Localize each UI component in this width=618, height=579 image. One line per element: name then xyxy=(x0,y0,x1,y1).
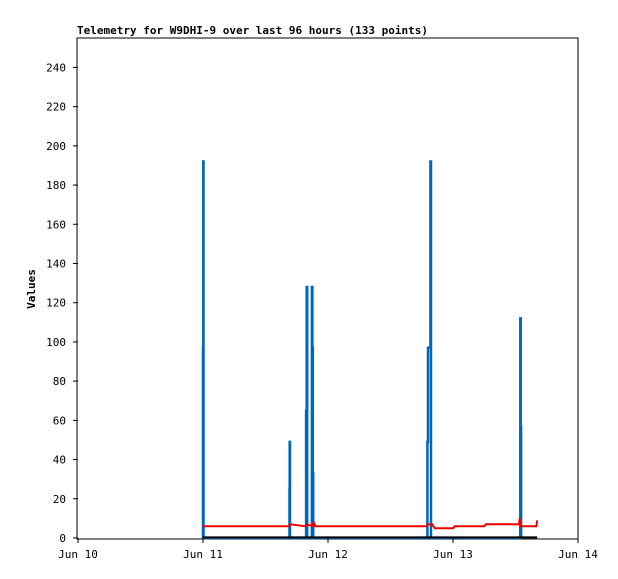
series-layer xyxy=(201,160,539,540)
y-tick-label: 0 xyxy=(59,532,66,545)
y-tick-label: 240 xyxy=(46,61,66,74)
x-tick-label: Jun 11 xyxy=(183,548,223,561)
x-tick-label: Jun 14 xyxy=(558,548,598,561)
x-tick-label: Jun 12 xyxy=(308,548,348,561)
y-tick-label: 180 xyxy=(46,179,66,192)
y-axis-label: Values xyxy=(25,269,38,309)
y-tick-label: 160 xyxy=(46,218,66,231)
plot-area xyxy=(76,37,579,540)
y-tick-label: 120 xyxy=(46,297,66,310)
chart-title: Telemetry for W9DHI-9 over last 96 hours… xyxy=(77,24,428,37)
y-tick-label: 220 xyxy=(46,101,66,114)
series-line-2 xyxy=(202,518,539,530)
y-tick-label: 40 xyxy=(53,454,66,467)
y-axis-ticks: 0 20 40 60 80 100 120 140 160 180 200 220 240 xyxy=(46,61,78,545)
x-tick-label: Jun 13 xyxy=(433,548,473,561)
y-tick-label: 140 xyxy=(46,257,66,270)
y-tick-label: 100 xyxy=(46,336,66,349)
y-tick-label: 80 xyxy=(53,375,66,388)
y-tick-label: 60 xyxy=(53,414,66,427)
x-axis-ticks: Jun 10 Jun 11 Jun 12 Jun 13 Jun 14 xyxy=(58,538,598,561)
y-tick-label: 200 xyxy=(46,140,66,153)
series-line-1 xyxy=(201,160,523,540)
x-tick-label: Jun 10 xyxy=(58,548,98,561)
y-tick-label: 20 xyxy=(53,493,66,506)
